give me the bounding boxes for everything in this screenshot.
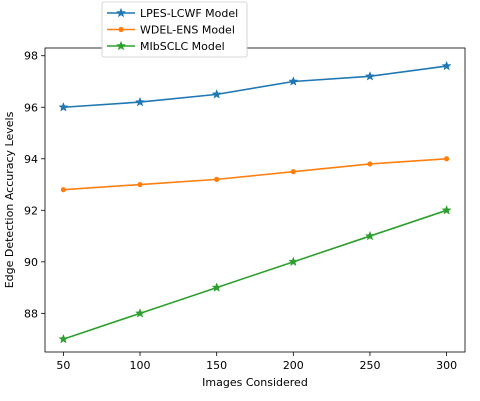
y-tick-label: 96 bbox=[24, 101, 38, 114]
series-line-mibsclc-model bbox=[63, 209, 447, 340]
legend-box bbox=[101, 1, 248, 58]
x-axis-ticks: 50 100 150 200 250 300 bbox=[56, 352, 457, 372]
y-tick-label: 90 bbox=[24, 256, 38, 269]
data-point-lpes-lcwf-model bbox=[211, 89, 222, 99]
y-axis-label: Edge Detection Accuracy Levels bbox=[3, 111, 16, 288]
x-tick-label: 150 bbox=[206, 359, 227, 372]
legend-label-lpes-lcwf-model: LPES-LCWF Model bbox=[140, 7, 238, 20]
x-axis-label: Images Considered bbox=[202, 376, 308, 389]
series-line-lpes-lcwf-model bbox=[63, 65, 447, 109]
legend-marker-lpes-lcwf-model bbox=[115, 7, 127, 18]
legend-marker-mibsclc-model bbox=[115, 40, 127, 51]
data-point-lpes-lcwf-model bbox=[134, 96, 146, 107]
legend: LPES-LCWF Model WDEL-ENS Model MIbSCLC Mod… bbox=[101, 1, 248, 58]
data-point-mibsclc-model bbox=[58, 333, 69, 344]
y-tick-label: 94 bbox=[24, 153, 38, 166]
x-tick-label: 250 bbox=[359, 359, 380, 372]
data-point-mibsclc-model bbox=[441, 204, 452, 215]
data-point-lpes-lcwf-model bbox=[364, 71, 376, 81]
x-tick-label: 100 bbox=[130, 359, 151, 372]
series-layer bbox=[58, 60, 452, 344]
y-tick-label: 98 bbox=[24, 50, 38, 63]
x-tick-label: 300 bbox=[436, 359, 457, 372]
y-tick-label: 88 bbox=[24, 307, 38, 320]
data-point-lpes-lcwf-model bbox=[288, 76, 299, 86]
data-point-mibsclc-model bbox=[134, 308, 146, 318]
data-point-mibsclc-model bbox=[364, 230, 376, 241]
data-point-lpes-lcwf-model bbox=[58, 101, 69, 112]
data-point-mibsclc-model bbox=[288, 256, 299, 267]
data-point-wdel-ens-model bbox=[367, 161, 373, 167]
x-tick-label: 50 bbox=[56, 359, 70, 372]
data-point-wdel-ens-model bbox=[60, 187, 66, 193]
legend-marker-wdel-ens-model bbox=[118, 26, 124, 33]
data-point-lpes-lcwf-model bbox=[441, 60, 452, 71]
y-axis-ticks: 88 90 92 94 96 98 bbox=[24, 50, 45, 320]
x-tick-label: 200 bbox=[283, 359, 304, 372]
data-point-mibsclc-model bbox=[211, 282, 222, 292]
legend-label-wdel-ens-model: WDEL-ENS Model bbox=[140, 24, 235, 37]
y-tick-label: 92 bbox=[24, 204, 38, 217]
series-line-wdel-ens-model bbox=[63, 157, 447, 191]
data-point-wdel-ens-model bbox=[214, 176, 220, 182]
data-point-wdel-ens-model bbox=[137, 181, 143, 188]
data-point-wdel-ens-model bbox=[444, 156, 450, 162]
data-point-wdel-ens-model bbox=[290, 169, 296, 175]
plot-frame bbox=[44, 47, 466, 353]
legend-label-mibsclc-model: MIbSCLC Model bbox=[140, 40, 225, 53]
